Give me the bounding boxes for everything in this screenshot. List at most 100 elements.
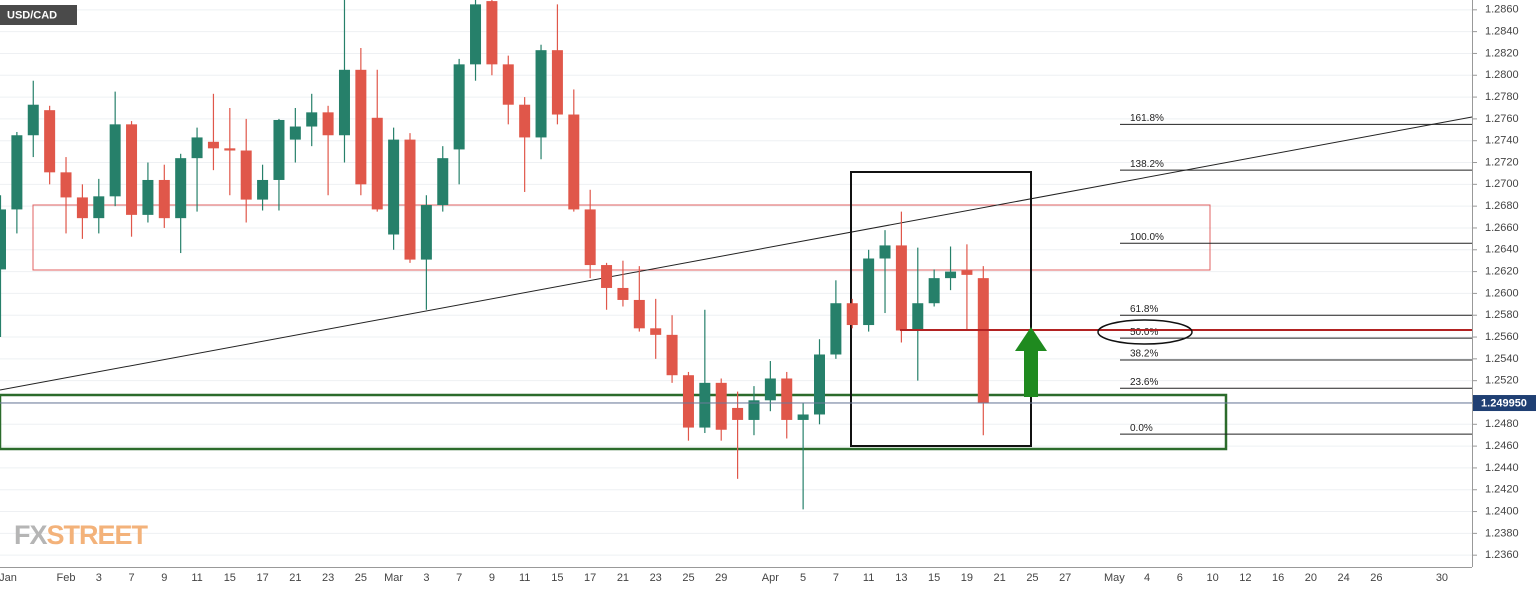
- last-price-box: [1473, 395, 1536, 412]
- x-tick-label: 24: [1338, 572, 1350, 584]
- x-tick-label: 21: [289, 572, 301, 584]
- candle-body: [945, 271, 957, 279]
- x-tick-label: 25: [682, 572, 694, 584]
- x-tick-label: 7: [833, 572, 839, 584]
- candle-body: [142, 179, 154, 215]
- candle-body: [44, 110, 56, 173]
- x-tick-label: 6: [1177, 572, 1183, 584]
- x-tick-label: 12: [1239, 572, 1251, 584]
- candle-body: [895, 245, 907, 331]
- candle-body: [781, 378, 793, 420]
- arrow-head: [1015, 327, 1047, 351]
- candle-body: [0, 209, 6, 270]
- y-tick-label: 1.2680: [1485, 200, 1519, 212]
- candle-body: [863, 258, 875, 326]
- x-tick-label: Apr: [762, 572, 779, 584]
- candle-body: [27, 104, 39, 136]
- last-price-label: 1.249950: [1481, 397, 1527, 409]
- x-tick-label: 17: [256, 572, 268, 584]
- candle-body: [732, 407, 744, 420]
- x-tick-label: 17: [584, 572, 596, 584]
- chart-title: USD/CAD: [7, 9, 57, 21]
- x-tick-label: Jan: [0, 572, 17, 584]
- title-box: USD/CAD: [0, 5, 77, 25]
- candle-body: [486, 1, 498, 65]
- y-tick-label: 1.2440: [1485, 462, 1519, 474]
- fib-level-label: 0.0%: [1130, 423, 1153, 434]
- y-tick-label: 1.2380: [1485, 527, 1519, 539]
- y-tick-label: 1.2540: [1485, 353, 1519, 365]
- candle-body: [273, 119, 285, 180]
- candle-body: [437, 158, 449, 206]
- trendline: [0, 116, 1473, 391]
- y-tick-label: 1.2400: [1485, 505, 1519, 517]
- x-tick-label: 15: [551, 572, 563, 584]
- candle-body: [338, 69, 350, 136]
- x-tick-label: 15: [224, 572, 236, 584]
- x-tick-label: 15: [928, 572, 940, 584]
- resistance-zone: [32, 204, 1211, 271]
- candle-body: [797, 414, 809, 420]
- candle-body: [682, 375, 694, 428]
- candle-body: [584, 209, 596, 266]
- candle-body: [519, 104, 531, 138]
- candle-body: [846, 303, 858, 326]
- candle-body: [388, 139, 400, 235]
- candle-body: [355, 69, 367, 185]
- candle-body: [322, 112, 334, 136]
- y-tick-label: 1.2640: [1485, 244, 1519, 256]
- watermark-street: STREET: [47, 520, 149, 550]
- candle-body: [470, 4, 482, 65]
- y-tick-label: 1.2840: [1485, 26, 1519, 38]
- candle-body: [535, 50, 547, 138]
- fib-level-label: 61.8%: [1130, 304, 1158, 315]
- x-tick-label: 25: [1026, 572, 1038, 584]
- y-tick-label: 1.2700: [1485, 178, 1519, 190]
- y-tick-label: 1.2520: [1485, 375, 1519, 387]
- x-tick-label: 20: [1305, 572, 1317, 584]
- candle-body: [60, 172, 72, 198]
- candle-body: [306, 112, 318, 127]
- x-tick-label: 19: [961, 572, 973, 584]
- fib-level-label: 50.0%: [1130, 327, 1158, 338]
- fibonacci: 161.8% 138.2% 100.0% 61.8% 50.0% 38.2% 23.6% 0.…: [1120, 113, 1472, 435]
- candle-body: [158, 179, 170, 219]
- candle-body: [453, 64, 465, 150]
- candle-body: [830, 303, 842, 355]
- candle-body: [617, 287, 629, 300]
- candle-body: [650, 328, 662, 335]
- y-tick-label: 1.2660: [1485, 222, 1519, 234]
- x-tick-label: 7: [128, 572, 134, 584]
- y-tick-label: 1.2560: [1485, 331, 1519, 343]
- x-tick-label: 13: [895, 572, 907, 584]
- candle-body: [93, 196, 105, 219]
- candle-body: [240, 150, 252, 200]
- candle-body: [502, 64, 514, 105]
- watermark-fx: FX: [14, 520, 47, 550]
- y-tick-label: 1.2780: [1485, 91, 1519, 103]
- candle-body: [977, 278, 989, 404]
- fib-level-label: 23.6%: [1130, 377, 1158, 388]
- x-tick-label: 4: [1144, 572, 1150, 584]
- x-tick-label: 9: [489, 572, 495, 584]
- candle-body: [126, 124, 138, 215]
- x-tick-label: 3: [423, 572, 429, 584]
- x-tick-label: 5: [800, 572, 806, 584]
- candle-body: [764, 378, 776, 401]
- y-tick-label: 1.2420: [1485, 484, 1519, 496]
- x-tick-label: 25: [355, 572, 367, 584]
- candle-body: [207, 141, 219, 149]
- y-tick-label: 1.2760: [1485, 113, 1519, 125]
- candle-body: [371, 117, 383, 210]
- candle-body: [568, 114, 580, 210]
- candle-body: [879, 245, 891, 259]
- candle-body: [404, 139, 416, 260]
- candle-body: [748, 400, 760, 420]
- x-tick-label: 10: [1206, 572, 1218, 584]
- arrow-shaft: [1024, 350, 1038, 397]
- y-tick-label: 1.2460: [1485, 440, 1519, 452]
- fib-level-label: 161.8%: [1130, 113, 1164, 124]
- drawings-top: [900, 319, 1472, 397]
- y-tick-label: 1.2360: [1485, 549, 1519, 561]
- x-tick-label: 29: [715, 572, 727, 584]
